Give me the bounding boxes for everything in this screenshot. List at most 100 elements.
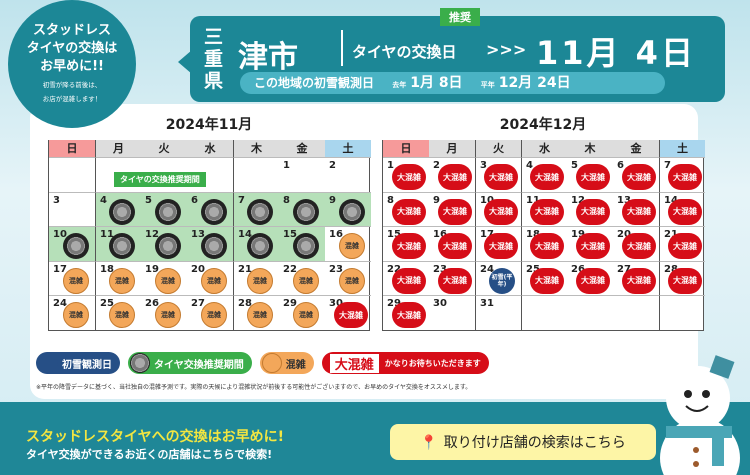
day-number: 10	[53, 229, 67, 241]
day-cell: 18 大混雑	[521, 226, 567, 261]
day-number: 6	[617, 160, 624, 171]
day-number: 9	[433, 194, 440, 206]
day-cell: 12	[141, 226, 187, 261]
day-number: 7	[238, 194, 245, 206]
day-cell: 1 大混雑	[383, 157, 429, 192]
day-cell: 15 大混雑	[383, 226, 429, 261]
day-number: 11	[526, 194, 540, 206]
day-number: 16	[329, 229, 343, 241]
day-cell: 27 大混雑	[613, 260, 659, 296]
day-cell: 6	[187, 191, 233, 227]
day-cell: 21 混雑	[233, 260, 279, 296]
day-cell: 24 混雑	[49, 295, 95, 330]
day-cell: 9	[325, 191, 371, 227]
day-cell: 25 混雑	[95, 295, 141, 330]
calendar-title: 2024年11月	[165, 117, 253, 133]
busy-badge: 混雑	[109, 302, 135, 329]
day-cell: 14	[233, 226, 279, 261]
busy-badge: 混雑	[247, 302, 273, 329]
day-cell: 20 大混雑	[613, 226, 659, 261]
day-number: 28	[664, 263, 678, 275]
tire-icon	[293, 233, 319, 260]
tire-period-tag: タイヤの交換推奨期間	[114, 172, 206, 187]
tire-icon	[109, 233, 135, 260]
day-cell: 23 混雑	[325, 260, 371, 296]
calendar-grid: 日月火水木金土 1 大混雑 2 大混雑 3 大混雑 4 大混雑 5 大混雑 6 大混雑 7 大混雑 8 大混雑 9…	[382, 140, 705, 331]
day-number: 15	[283, 229, 297, 241]
very-busy-badge: 大混雑	[392, 302, 426, 329]
busy-badge: 混雑	[155, 302, 181, 329]
busy-badge: 混雑	[63, 267, 89, 294]
empty-cell	[95, 157, 141, 192]
footer-sub: タイヤ交換ができるお近くの店舗はこちらで検索!	[26, 448, 273, 461]
day-cell: 23 大混雑	[429, 260, 475, 296]
very-busy-badge: 大混雑	[668, 164, 702, 190]
tire-icon	[63, 233, 89, 260]
day-number: 2	[433, 160, 440, 171]
day-cell: 29 大混雑	[383, 295, 429, 330]
empty-cell	[233, 157, 279, 192]
day-cell: 5	[141, 191, 187, 227]
very-busy-badge: 大混雑	[438, 267, 472, 294]
busy-badge: 混雑	[201, 267, 227, 294]
day-number: 3	[53, 194, 60, 206]
day-cell: 29 混雑	[279, 295, 325, 330]
day-number: 27	[617, 263, 631, 275]
busy-icon	[261, 353, 282, 373]
first-snow-band: この地域の初雪観測日 去年 1月 8日 平年 12月 24日	[240, 72, 665, 94]
city: 津市	[238, 40, 298, 75]
promo-bubble: スタッドレス タイヤの交換は お早めに!! 初雪が降る前後は、 お店が混雑します…	[8, 0, 136, 128]
very-busy-badge: 大混雑	[484, 164, 518, 190]
store-search-label: 取り付け店舗の検索はこちら	[443, 434, 626, 450]
very-busy-badge: 大混雑	[622, 198, 656, 225]
day-number: 7	[664, 160, 671, 171]
last-year-label: 去年	[392, 81, 407, 89]
calendar-grid: 日月火水木金土 1 2 3 4 5 6 7 8 9 10 11 12 13 14 15 16 混雑 17 混雑 18 混雑…	[48, 140, 371, 331]
day-number: 21	[664, 229, 678, 241]
weekday-header: 木	[567, 140, 613, 157]
empty-cell	[567, 295, 613, 330]
day-number: 17	[53, 263, 67, 275]
weekday-header: 土	[659, 140, 705, 157]
very-busy-badge: 大混雑	[438, 233, 472, 260]
day-number: 18	[526, 229, 540, 241]
very-busy-badge: 大混雑	[438, 198, 472, 225]
day-number: 13	[191, 229, 205, 241]
tire-icon	[130, 353, 150, 373]
first-snow-label: この地域の初雪観測日	[254, 76, 375, 90]
busy-badge: 混雑	[155, 267, 181, 294]
last-year-date: 1月 8日	[410, 75, 463, 91]
day-cell: 26 大混雑	[567, 260, 613, 296]
day-cell: 11	[95, 226, 141, 261]
day-cell: 30 大混雑	[325, 295, 371, 330]
tire-icon	[201, 233, 227, 260]
day-number: 30	[433, 298, 447, 310]
exchange-date: 11月 4日	[536, 34, 696, 72]
recommend-badge: 推奨	[440, 8, 480, 26]
day-cell: 14 大混雑	[659, 191, 705, 227]
very-busy-badge: 大混雑	[576, 198, 610, 225]
prefecture: 三重県	[204, 26, 224, 92]
store-search-button[interactable]: 📍 取り付け店舗の検索はこちら	[390, 424, 656, 460]
legend-very-busy: 大混雑 かなりお待ちいただきます	[321, 352, 489, 374]
empty-cell	[141, 157, 187, 192]
footer-headline: スタッドレスタイヤへの交換はお早めに!	[26, 429, 284, 445]
day-cell: 31	[475, 295, 521, 330]
empty-cell	[659, 295, 705, 330]
day-number: 12	[145, 229, 159, 241]
day-cell: 28 大混雑	[659, 260, 705, 296]
very-busy-badge: 大混雑	[530, 267, 564, 294]
day-cell: 8 大混雑	[383, 191, 429, 227]
busy-badge: 混雑	[63, 302, 89, 329]
day-number: 24	[480, 263, 494, 275]
divider	[341, 30, 343, 66]
day-number: 14	[238, 229, 252, 241]
day-number: 1	[283, 160, 290, 171]
legend-busy: 混雑	[259, 352, 314, 374]
very-busy-badge: 大混雑	[530, 198, 564, 225]
first-snow-icon	[38, 353, 58, 373]
tire-icon	[293, 198, 319, 225]
day-cell: 19 大混雑	[567, 226, 613, 261]
day-cell: 19 混雑	[141, 260, 187, 296]
day-number: 8	[283, 194, 290, 206]
